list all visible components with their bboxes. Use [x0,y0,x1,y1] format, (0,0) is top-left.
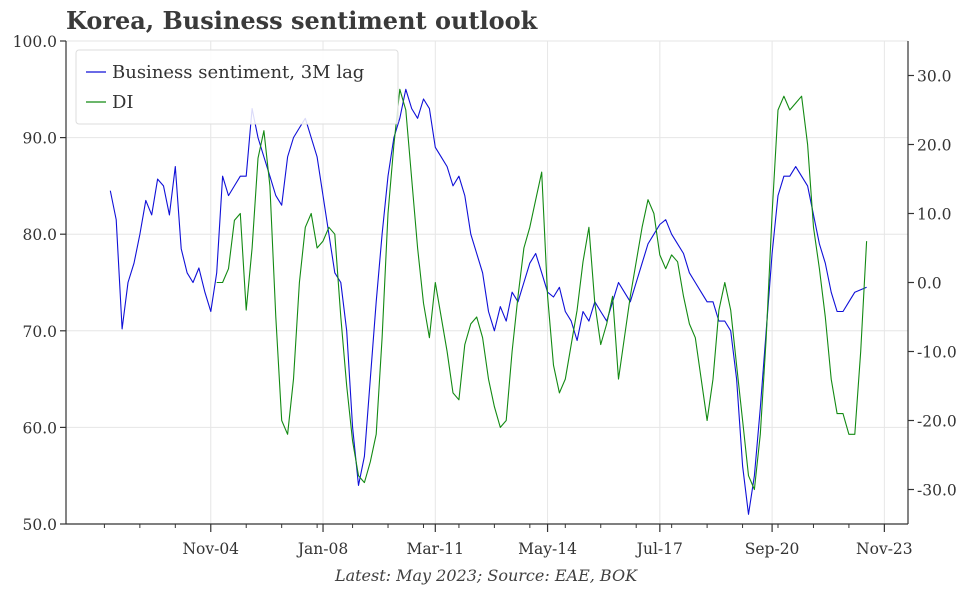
legend-label: DI [112,92,134,113]
y-right-tick-label: -10.0 [917,344,957,362]
chart-title: Korea, Business sentiment outlook [66,6,538,35]
legend: Business sentiment, 3M lag DI [75,49,399,125]
series-line-business-sentiment [109,88,867,515]
y-right-tick-label: 30.0 [917,68,952,86]
y-right-tick-label: 20.0 [917,137,952,155]
x-tick-label: Nov-04 [182,540,239,558]
y-right-tick-label: -20.0 [917,413,957,431]
y-left-tick-label: 100.0 [13,33,57,51]
x-tick-label: Jan-08 [296,540,348,558]
y-right-tick-label: -30.0 [917,482,957,500]
y-right-tick-label: 0.0 [917,275,942,293]
plot-lines [109,88,868,515]
footnote: Latest: May 2023; Source: EAE, BOK [334,566,638,585]
x-tick-label: Nov-23 [856,540,913,558]
y-left-tick-label: 90.0 [22,130,57,148]
series-line-di [216,88,868,491]
x-tick-label: Sep-20 [745,540,800,558]
y-left-tick-label: 80.0 [22,226,57,244]
y-left-tick-label: 70.0 [22,323,57,341]
x-tick-label: Mar-11 [407,540,464,558]
legend-box [75,49,399,125]
y-right-tick-label: 10.0 [917,206,952,224]
x-tick-label: Jul-17 [635,540,683,558]
y-left-tick-label: 60.0 [22,419,57,437]
legend-label: Business sentiment, 3M lag [112,62,364,83]
axes: Nov-04 Jan-08 Mar-11 May-14 Jul-17 Sep-20 Nov-… [13,33,957,558]
x-tick-label: May-14 [518,540,577,558]
y-left-tick-label: 50.0 [22,516,57,534]
